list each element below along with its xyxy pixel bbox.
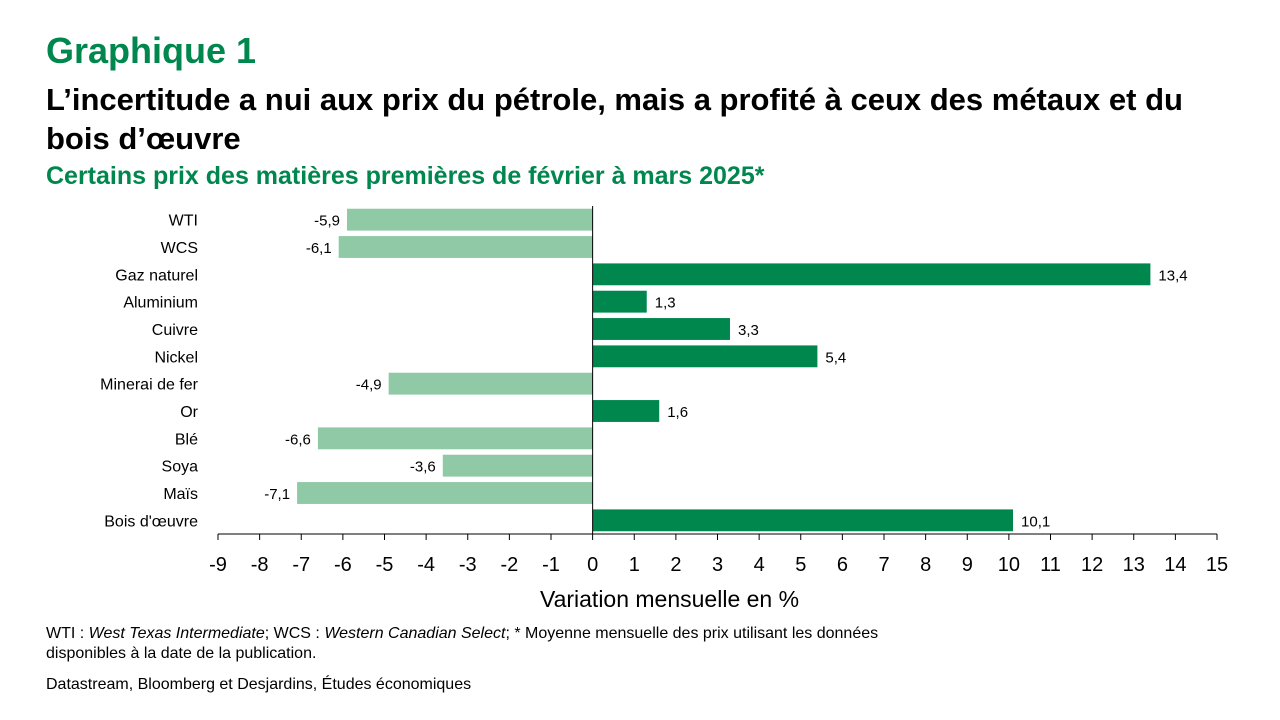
x-tick-label: 13	[1123, 554, 1145, 576]
chart-subtitle: Certains prix des matières premières de …	[46, 162, 765, 190]
footnote-part: West Texas Intermediate	[88, 625, 265, 642]
x-tick-label: 12	[1081, 554, 1103, 576]
data-label: -7,1	[264, 486, 290, 503]
bar	[338, 236, 593, 258]
data-label: 1,6	[667, 404, 688, 421]
x-tick-label: -2	[500, 554, 518, 576]
bar	[592, 345, 818, 368]
x-tick-label: 15	[1206, 554, 1228, 576]
bar	[347, 208, 593, 231]
data-label: -5,9	[314, 213, 340, 230]
category-label: Or	[180, 404, 198, 421]
bar-chart: WTI -5,9 WCS -6,1 Gaz naturel 13,4 Aluminium 1,…	[100, 206, 1228, 612]
data-label: -6,1	[306, 240, 332, 257]
x-tick-label: -8	[251, 554, 269, 576]
x-tick-label: 3	[712, 554, 723, 576]
x-tick-label: -1	[542, 554, 560, 576]
x-tick-label: 8	[920, 554, 931, 576]
bar	[388, 372, 593, 395]
category-label: Cuivre	[152, 322, 198, 339]
x-tick-label: 11	[1040, 554, 1061, 576]
category-label: Bois d'œuvre	[104, 513, 198, 530]
bar	[592, 318, 730, 340]
data-label: 5,4	[825, 349, 846, 366]
bar	[592, 290, 647, 313]
category-label: Soya	[162, 459, 199, 476]
data-label: 3,3	[738, 322, 759, 339]
x-tick-label: -6	[334, 554, 352, 576]
x-axis-label: Variation mensuelle en %	[540, 586, 799, 612]
x-tick-label: -7	[292, 554, 310, 576]
x-tick-label: 9	[962, 554, 973, 576]
category-label: Maïs	[163, 486, 198, 503]
data-label: 1,3	[655, 295, 676, 312]
data-label: 13,4	[1158, 267, 1187, 284]
bar	[592, 263, 1151, 286]
bar	[442, 454, 593, 477]
footnote-part: ; WCS :	[264, 625, 325, 642]
bar	[297, 482, 593, 504]
source-note: Datastream, Bloomberg et Desjardins, Étu…	[46, 676, 472, 693]
data-label: -6,6	[285, 431, 311, 448]
chart-label: Graphique 1	[46, 30, 257, 71]
footnote-part: ; * Moyenne mensuelle des prix utilisant…	[46, 625, 879, 662]
x-tick-label: -4	[417, 554, 435, 576]
category-label: Minerai de fer	[100, 377, 198, 394]
category-label: Aluminium	[123, 295, 198, 312]
x-tick-label: 1	[629, 554, 640, 576]
x-tick-label: -9	[209, 554, 227, 576]
data-label: -3,6	[410, 459, 436, 476]
x-tick-label: 4	[754, 554, 765, 576]
x-tick-label: 6	[837, 554, 848, 576]
data-label: 10,1	[1021, 513, 1050, 530]
x-tick-label: 14	[1164, 554, 1186, 576]
bar	[592, 509, 1014, 532]
x-tick-label: 10	[998, 554, 1020, 576]
chart-title: L’incertitude a nui aux prix du pétrole,…	[46, 82, 1183, 156]
x-tick-label: 2	[670, 554, 681, 576]
category-label: Nickel	[154, 349, 198, 366]
category-label: Blé	[175, 431, 198, 448]
x-tick-label: -5	[376, 554, 394, 576]
category-label: Gaz naturel	[115, 267, 198, 284]
bar	[317, 427, 593, 450]
x-tick-label: 7	[878, 554, 889, 576]
footnote: WTI : West Texas Intermediate; WCS : Wes…	[46, 624, 926, 664]
footnote-part: Western Canadian Select	[324, 625, 506, 642]
bar	[592, 400, 660, 422]
x-tick-label: 0	[587, 554, 598, 576]
footnote-part: WTI :	[46, 625, 89, 642]
category-label: WCS	[161, 240, 198, 257]
x-tick-label: 5	[795, 554, 806, 576]
data-label: -4,9	[356, 377, 382, 394]
category-label: WTI	[169, 213, 198, 230]
x-tick-label: -3	[459, 554, 477, 576]
